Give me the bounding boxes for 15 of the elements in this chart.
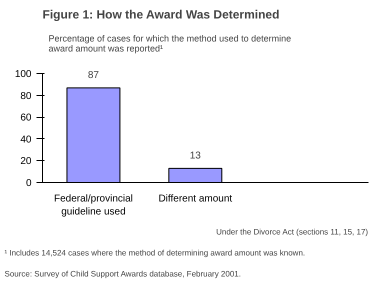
- y-tick-label: 80: [20, 90, 32, 102]
- x-tick-label: Federal/provincial guideline used: [54, 194, 133, 218]
- text: ¹ Includes 14,524 cases where the method of determining award amount was known.: [4, 248, 306, 258]
- x-tick-label: Different amount: [158, 194, 232, 204]
- data-label: 87: [88, 70, 100, 81]
- text: Under the Divorce Act (sections 11, 15, 17): [216, 228, 368, 236]
- y-tick-label: 20: [20, 156, 32, 168]
- y-tick-label: 40: [20, 134, 32, 146]
- chart-subtitle: Percentage of cases for which the method used to determine award amount was reported¹: [48, 34, 292, 54]
- y-tick-label: 60: [20, 112, 32, 124]
- source-note: Source: Survey of Child Support Awards database, February 2001.: [4, 270, 241, 278]
- y-tick-label: 0: [26, 178, 32, 189]
- chart-title: Figure 1: How the Award Was Determined: [42, 8, 280, 22]
- data-label: 13: [190, 150, 202, 162]
- y-tick-label: 100: [14, 69, 32, 80]
